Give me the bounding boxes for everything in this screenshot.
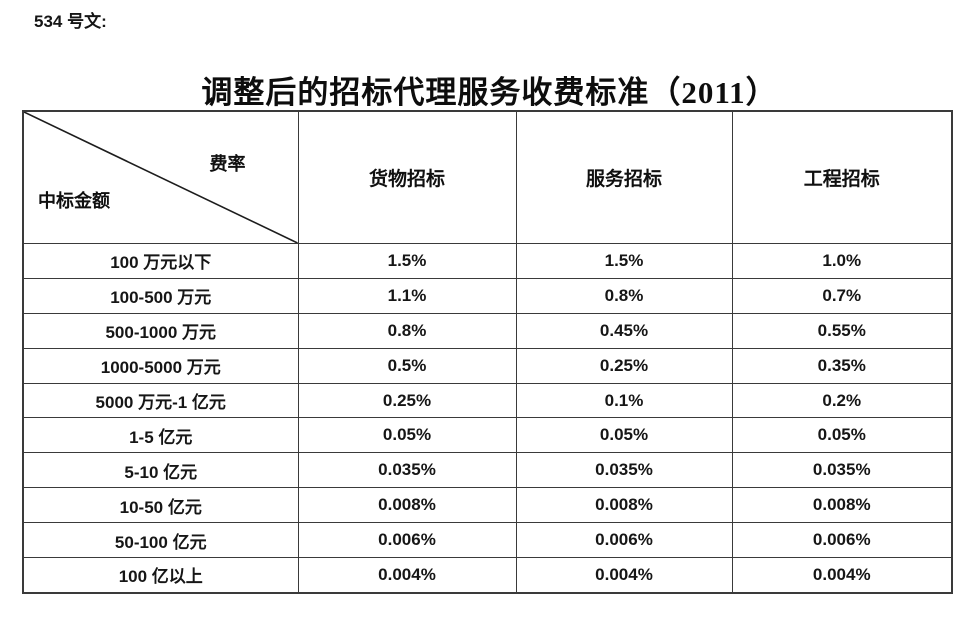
fee-table-head: 费率 中标金额 货物招标 服务招标 工程招标 — [22, 110, 953, 244]
goods-rate-cell: 0.006% — [297, 522, 517, 559]
services-rate-cell: 1.5% — [515, 243, 733, 279]
works-rate-cell: 0.004% — [731, 557, 953, 594]
table-row: 500-1000 万元 0.8% 0.45% 0.55% — [22, 312, 953, 349]
goods-rate-cell: 0.8% — [297, 312, 517, 349]
works-rate-cell: 0.05% — [731, 417, 953, 454]
amount-range-cell: 50-100 亿元 — [22, 522, 299, 559]
goods-rate-cell: 0.5% — [297, 347, 517, 384]
table-row: 50-100 亿元 0.006% 0.006% 0.006% — [22, 522, 953, 559]
services-rate-cell: 0.45% — [515, 312, 733, 349]
amount-range-cell: 100 亿以上 — [22, 557, 299, 594]
works-rate-cell: 0.7% — [731, 277, 953, 314]
column-header-goods: 货物招标 — [297, 110, 517, 244]
works-rate-cell: 0.35% — [731, 347, 953, 384]
goods-rate-cell: 0.25% — [297, 382, 517, 419]
page-title: 调整后的招标代理服务收费标准（2011） — [201, 74, 778, 110]
amount-range-cell: 1000-5000 万元 — [22, 347, 299, 384]
services-rate-cell: 0.8% — [515, 277, 733, 314]
goods-rate-cell: 1.1% — [297, 277, 517, 314]
document-ref-number: 534 号文: — [34, 12, 107, 31]
table-row: 100 万元以下 1.5% 1.5% 1.0% — [22, 243, 953, 279]
diagonal-header-cell: 费率 中标金额 — [22, 110, 299, 244]
works-rate-cell: 0.2% — [731, 382, 953, 419]
column-header-works: 工程招标 — [731, 110, 953, 244]
services-rate-cell: 0.035% — [515, 452, 733, 489]
table-row: 5-10 亿元 0.035% 0.035% 0.035% — [22, 452, 953, 489]
services-rate-cell: 0.004% — [515, 557, 733, 594]
table-row: 1000-5000 万元 0.5% 0.25% 0.35% — [22, 347, 953, 384]
works-rate-cell: 0.035% — [731, 452, 953, 489]
amount-range-cell: 500-1000 万元 — [22, 312, 299, 349]
works-rate-cell: 0.006% — [731, 522, 953, 559]
column-header-services: 服务招标 — [515, 110, 733, 244]
amount-range-cell: 5-10 亿元 — [22, 452, 299, 489]
amount-range-cell: 100-500 万元 — [22, 277, 299, 314]
fee-table-body: 100 万元以下 1.5% 1.5% 1.0% 100-500 万元 1.1% … — [22, 243, 953, 594]
goods-rate-cell: 0.004% — [297, 557, 517, 594]
table-row: 5000 万元-1 亿元 0.25% 0.1% 0.2% — [22, 382, 953, 419]
services-rate-cell: 0.05% — [515, 417, 733, 454]
table-row: 10-50 亿元 0.008% 0.008% 0.008% — [22, 487, 953, 524]
table-row: 100 亿以上 0.004% 0.004% 0.004% — [22, 557, 953, 594]
amount-range-cell: 1-5 亿元 — [22, 417, 299, 454]
amount-range-cell: 100 万元以下 — [22, 243, 299, 279]
goods-rate-cell: 0.008% — [297, 487, 517, 524]
works-rate-cell: 0.55% — [731, 312, 953, 349]
works-rate-cell: 0.008% — [731, 487, 953, 524]
goods-rate-cell: 0.035% — [297, 452, 517, 489]
services-rate-cell: 0.25% — [515, 347, 733, 384]
services-rate-cell: 0.008% — [515, 487, 733, 524]
fee-rate-table: 费率 中标金额 货物招标 服务招标 工程招标 100 万元以下 1.5% 1.5… — [22, 110, 953, 594]
amount-range-cell: 5000 万元-1 亿元 — [22, 382, 299, 419]
table-row: 1-5 亿元 0.05% 0.05% 0.05% — [22, 417, 953, 454]
table-header-row: 费率 中标金额 货物招标 服务招标 工程招标 — [22, 110, 953, 244]
amount-range-cell: 10-50 亿元 — [22, 487, 299, 524]
table-row: 100-500 万元 1.1% 0.8% 0.7% — [22, 277, 953, 314]
services-rate-cell: 0.1% — [515, 382, 733, 419]
corner-label-amount: 中标金额 — [38, 191, 110, 211]
corner-label-rate: 费率 — [209, 154, 246, 174]
diagonal-divider-line — [24, 112, 298, 243]
services-rate-cell: 0.006% — [515, 522, 733, 559]
works-rate-cell: 1.0% — [731, 243, 953, 279]
goods-rate-cell: 0.05% — [297, 417, 517, 454]
goods-rate-cell: 1.5% — [297, 243, 517, 279]
